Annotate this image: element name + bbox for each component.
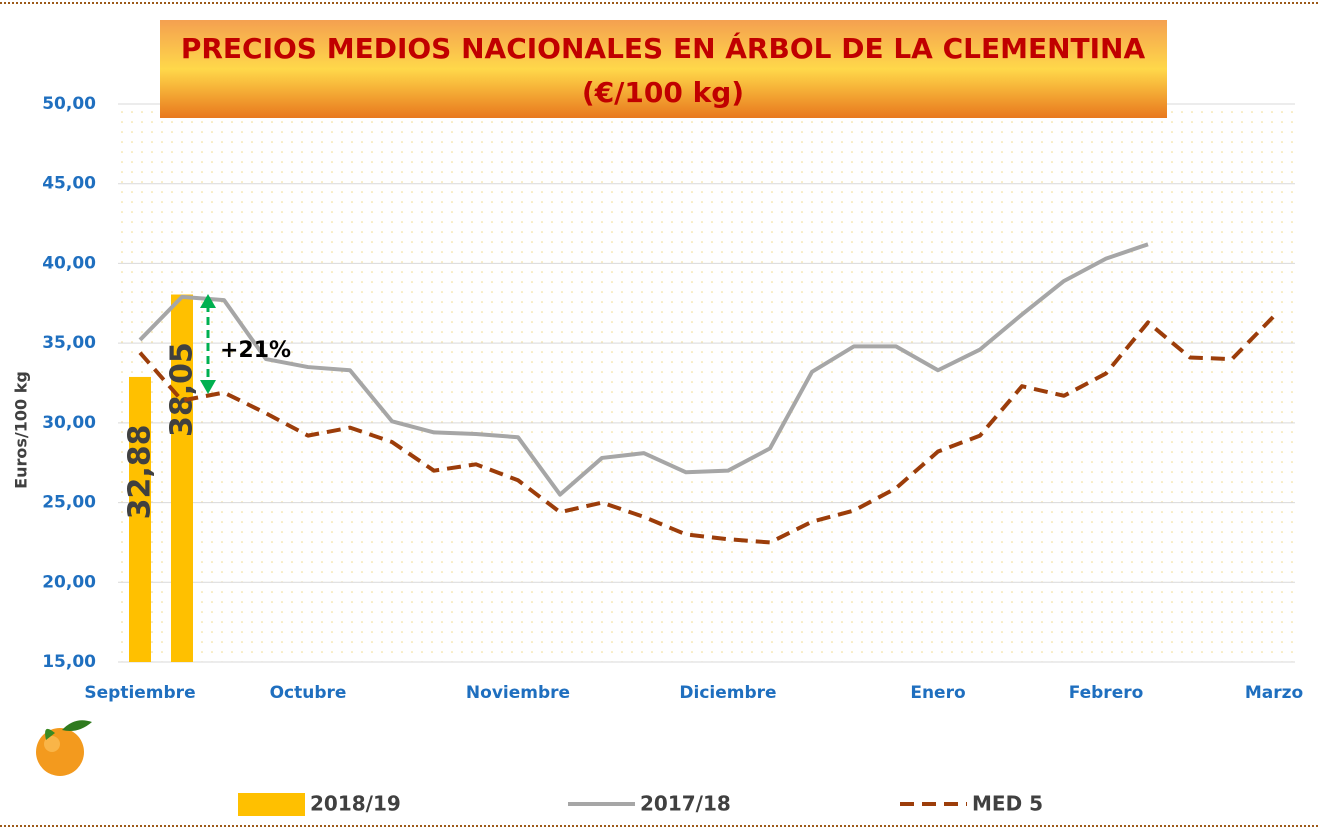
legend-label: 2018/19 (310, 792, 401, 816)
plot-background (118, 104, 1295, 662)
y-tick-label: 50,00 (42, 94, 96, 114)
x-tick-label: Diciembre (679, 683, 776, 703)
y-tick-label: 45,00 (42, 174, 96, 194)
x-tick-label: Octubre (270, 683, 347, 703)
x-tick-label: Noviembre (466, 683, 570, 703)
legend-label: 2017/18 (640, 792, 731, 816)
legend-label: MED 5 (972, 792, 1043, 816)
x-tick-label: Septiembre (84, 683, 195, 703)
chart: PRECIOS MEDIOS NACIONALES EN ÁRBOL DE LA… (0, 0, 1319, 829)
chart-subtitle: (€/100 kg) (582, 76, 744, 109)
chart-title: PRECIOS MEDIOS NACIONALES EN ÁRBOL DE LA… (181, 31, 1146, 65)
y-tick-label: 25,00 (42, 493, 96, 513)
y-tick-label: 35,00 (42, 333, 96, 353)
x-tick-label: Enero (910, 683, 965, 703)
x-tick-label: Febrero (1069, 683, 1144, 703)
x-tick-label: Marzo (1245, 683, 1303, 703)
y-tick-label: 15,00 (42, 652, 96, 672)
y-tick-label: 40,00 (42, 253, 96, 273)
y-tick-label: 30,00 (42, 413, 96, 433)
orange-icon (36, 720, 92, 776)
annotation: +21% (220, 338, 291, 363)
legend-swatch (238, 793, 305, 816)
y-tick-label: 20,00 (42, 572, 96, 592)
y-axis-title: Euros/100 kg (12, 371, 31, 489)
bar-value-label: 32,88 (123, 424, 158, 519)
